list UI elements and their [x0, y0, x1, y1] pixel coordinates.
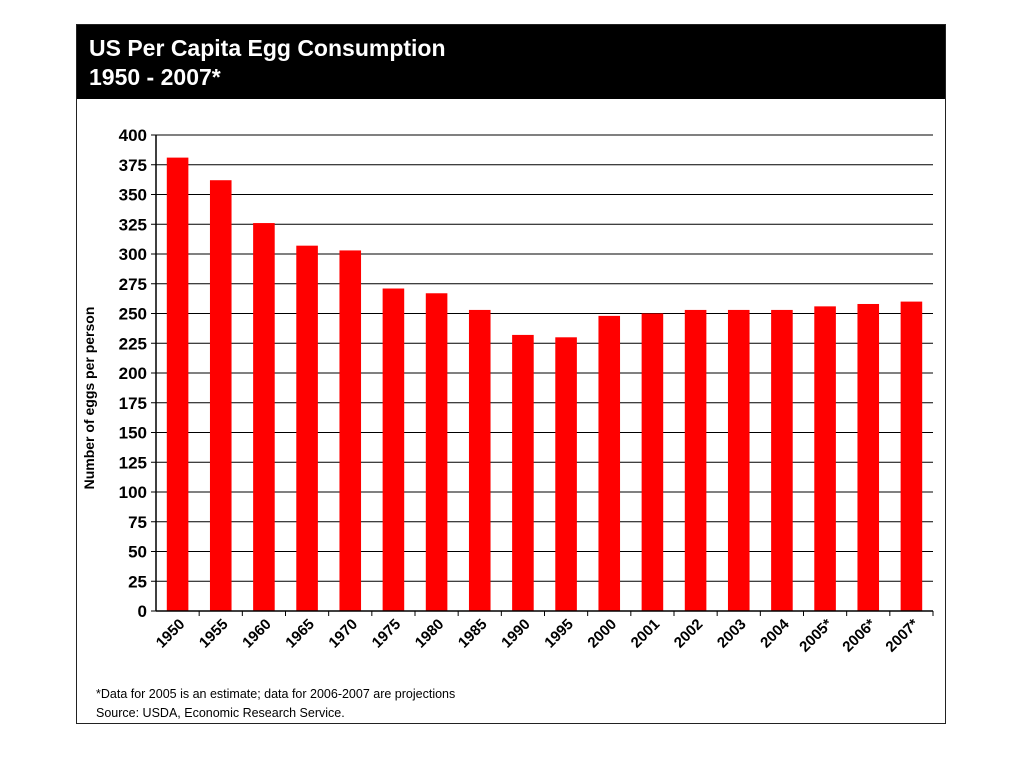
chart-title: US Per Capita Egg Consumption — [89, 35, 446, 61]
bar — [641, 313, 664, 611]
bars — [166, 157, 923, 612]
x-tick-label: 2000 — [584, 616, 620, 652]
y-tick-label: 250 — [119, 305, 147, 324]
x-tick-label: 2001 — [628, 616, 664, 652]
y-tick-label: 75 — [128, 513, 147, 532]
bar — [857, 303, 880, 611]
bar — [339, 250, 362, 611]
x-tick-label: 1985 — [455, 616, 491, 652]
x-tick-label: 1995 — [541, 616, 577, 652]
y-tick-label: 50 — [128, 543, 147, 562]
bar — [555, 337, 577, 611]
x-tick-label: 2006* — [839, 616, 879, 656]
bar — [468, 309, 491, 611]
bar — [771, 309, 793, 611]
x-tick-label: 2004 — [757, 615, 793, 651]
bar — [598, 315, 621, 611]
x-tick-label: 2007* — [882, 616, 922, 656]
bar-chart: 0 25 50 75 100 125 150 175 200 225 250 275 300 325 350… — [81, 126, 934, 656]
y-tick-labels: 0 25 50 75 100 125 150 175 200 225 250 275 300 325 350… — [119, 126, 147, 621]
y-tick-label: 325 — [119, 215, 147, 234]
bar — [166, 157, 189, 612]
x-tick-label: 1965 — [282, 616, 318, 652]
y-tick-label: 275 — [119, 275, 147, 294]
x-tick-labels: 1950 1955 1960 1965 1970 1975 1980 1985 1990 1995… — [153, 615, 923, 655]
y-tick-label: 300 — [119, 245, 147, 264]
gridlines — [156, 134, 933, 582]
bar — [209, 180, 232, 611]
x-tick-label: 1975 — [369, 616, 405, 652]
y-tick-label: 200 — [119, 364, 147, 383]
chart-frame: US Per Capita Egg Consumption 1950 - 200… — [76, 24, 946, 724]
x-tick-label: 2003 — [714, 616, 750, 652]
axes — [151, 134, 934, 616]
x-tick-label: 1950 — [153, 616, 189, 652]
y-tick-label: 100 — [119, 483, 147, 502]
bar — [425, 293, 448, 611]
y-tick-label: 375 — [119, 156, 147, 175]
bar — [900, 301, 923, 611]
title-bar: US Per Capita Egg Consumption 1950 - 200… — [77, 25, 945, 99]
y-axis-label: Number of eggs per person — [81, 307, 97, 490]
y-tick-label: 400 — [119, 126, 147, 145]
footnote-estimate: *Data for 2005 is an estimate; data for … — [96, 687, 456, 701]
x-tick-label: 1980 — [412, 616, 448, 652]
y-tick-label: 225 — [119, 334, 147, 353]
bar — [512, 334, 534, 611]
x-tick-label: 1990 — [498, 616, 534, 652]
bar — [253, 223, 275, 611]
footnote-source: Source: USDA, Economic Research Service. — [96, 706, 345, 720]
chart-subtitle: 1950 - 2007* — [89, 64, 221, 90]
x-tick-label: 1960 — [239, 616, 275, 652]
x-tick-label: 2005* — [796, 616, 836, 656]
y-tick-label: 0 — [138, 602, 147, 621]
y-tick-label: 25 — [128, 572, 147, 591]
bar — [727, 309, 750, 611]
bar — [382, 288, 405, 611]
y-tick-label: 350 — [119, 186, 147, 205]
y-tick-label: 175 — [119, 394, 147, 413]
y-tick-label: 150 — [119, 424, 147, 443]
y-tick-label: 125 — [119, 453, 147, 472]
bar — [814, 306, 836, 611]
x-tick-label: 1955 — [196, 616, 232, 652]
bar — [684, 309, 707, 611]
x-tick-label: 1970 — [325, 616, 361, 652]
x-tick-label: 2002 — [671, 616, 707, 652]
bar — [296, 245, 318, 612]
